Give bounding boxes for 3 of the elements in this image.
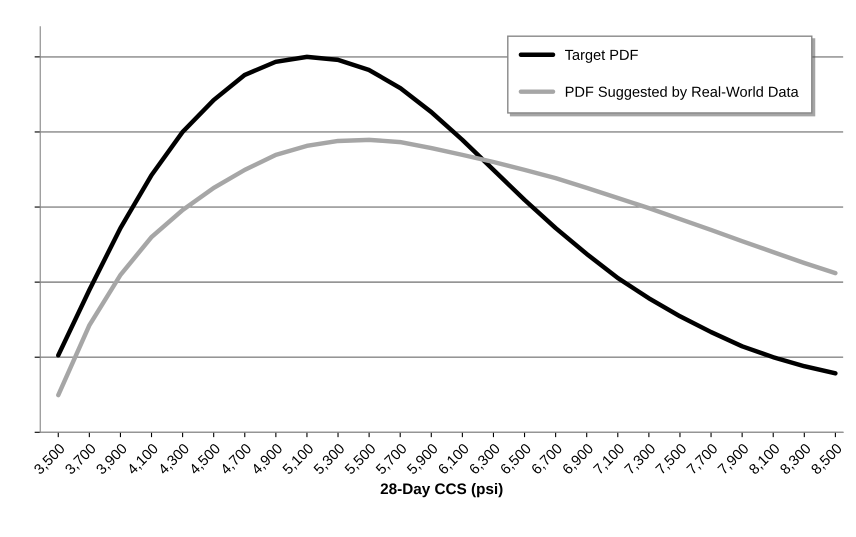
- legend-label: PDF Suggested by Real-World Data: [566, 86, 799, 100]
- x-axis-title: 28-Day CCS (psi): [380, 482, 502, 498]
- legend-label: Target PDF: [565, 50, 638, 63]
